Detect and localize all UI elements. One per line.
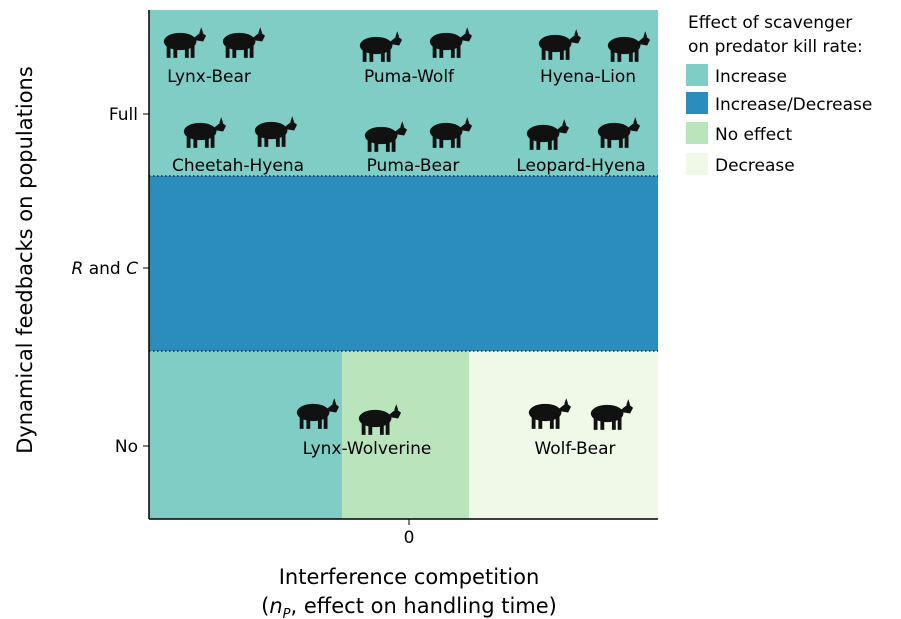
pair-label: Puma-Wolf (364, 67, 455, 87)
pair-label: Lynx-Wolverine (303, 439, 432, 459)
pair-label: Wolf-Bear (534, 439, 615, 459)
x-axis-label: Interference competition (279, 565, 540, 589)
tick-part: R (72, 259, 84, 279)
region (149, 10, 658, 176)
x-label-part: ( (261, 594, 269, 618)
region (342, 351, 469, 519)
pair-label: Lynx-Bear (167, 67, 251, 87)
x-label-part: n (269, 594, 282, 618)
y-tick-label: R and C (72, 259, 139, 279)
legend-swatch (686, 122, 708, 144)
legend-swatch (686, 153, 708, 175)
tick-part: and (83, 259, 126, 279)
x-label-part: P (283, 607, 291, 619)
region (469, 351, 658, 519)
pair-label: Hyena-Lion (540, 67, 636, 87)
pair-label: Puma-Bear (367, 156, 460, 176)
y-tick-label: No (115, 437, 138, 457)
legend-title: on predator kill rate: (688, 37, 863, 57)
legend-swatch (686, 64, 708, 86)
pair-label: Cheetah-Hyena (172, 156, 304, 176)
y-tick-label: Full (109, 105, 138, 125)
y-axis-label: Dynamical feedbacks on populations (13, 66, 37, 454)
x-label-part: , effect on handling time) (290, 594, 556, 618)
legend-label: Decrease (715, 156, 795, 176)
legend-swatch (686, 92, 708, 114)
legend-title: Effect of scavenger (688, 13, 852, 33)
x-tick-label: 0 (404, 528, 415, 548)
legend-label: No effect (715, 125, 792, 145)
legend-label: Increase (715, 67, 787, 87)
tick-part: C (126, 259, 138, 279)
x-axis-label: (nP, effect on handling time) (261, 594, 557, 619)
pair-label: Leopard-Hyena (516, 156, 645, 176)
region (149, 351, 342, 519)
legend-label: Increase/Decrease (715, 95, 872, 115)
region (149, 176, 658, 351)
